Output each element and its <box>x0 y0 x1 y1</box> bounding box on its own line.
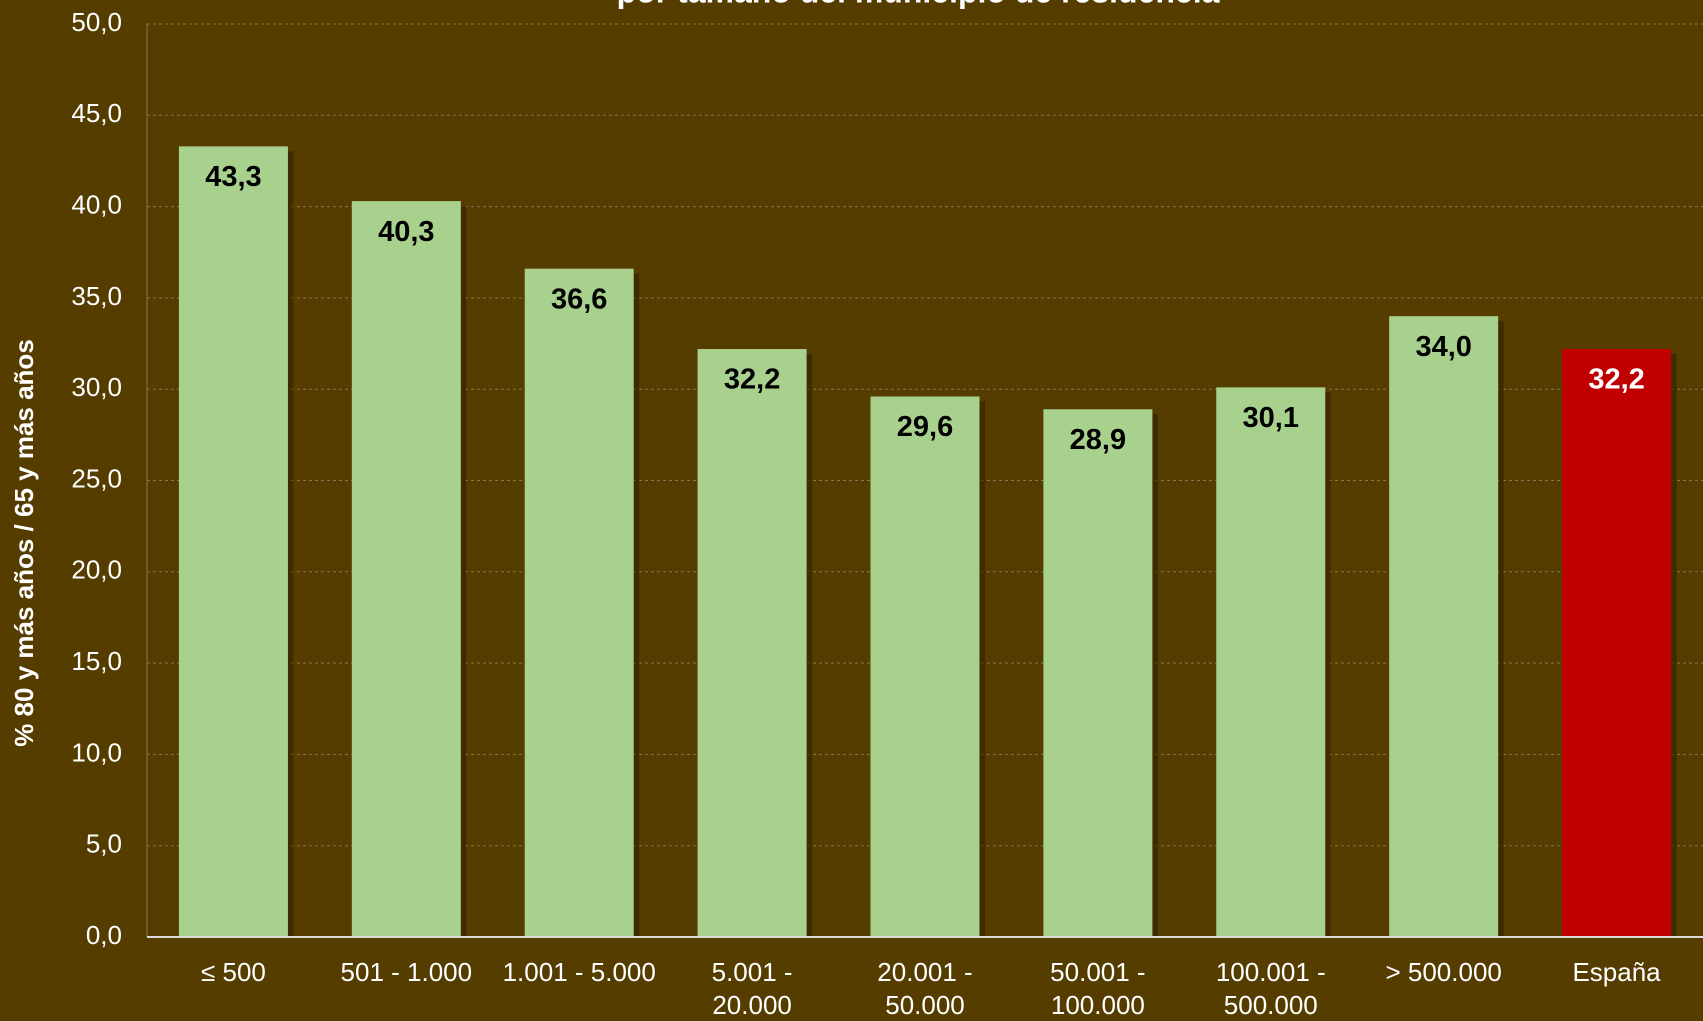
value-label: 43,3 <box>205 161 261 193</box>
y-tick-label: 10,0 <box>71 737 122 767</box>
y-tick-label: 25,0 <box>71 463 122 493</box>
x-tick-label: 20.001 -50.000 <box>877 957 972 1020</box>
bar <box>1389 316 1499 937</box>
value-label: 32,2 <box>724 364 780 396</box>
x-tick-label: España <box>1572 957 1661 987</box>
y-tick-label: 15,0 <box>71 646 122 676</box>
y-tick-label: 5,0 <box>86 829 122 859</box>
value-label: 29,6 <box>897 411 953 443</box>
x-tick-label: ≤ 500 <box>201 957 266 987</box>
y-tick-label: 35,0 <box>71 281 122 311</box>
bar <box>524 268 634 938</box>
y-tick-label: 40,0 <box>71 189 122 219</box>
x-tick-label: 50.001 -100.000 <box>1050 957 1145 1020</box>
value-label: 30,1 <box>1243 402 1299 434</box>
value-label: 40,3 <box>378 216 434 248</box>
value-label: 34,0 <box>1415 331 1471 363</box>
x-tick-label: 5.001 -20.000 <box>712 957 793 1020</box>
x-tick-label: 501 - 1.000 <box>341 957 473 987</box>
chart-title: por tamaño del municipio de residencia <box>617 0 1220 9</box>
y-tick-label: 20,0 <box>71 555 122 585</box>
x-tick-label: > 500.000 <box>1385 957 1501 987</box>
bar <box>178 146 288 938</box>
bar <box>1043 409 1153 937</box>
bar <box>697 349 807 937</box>
value-label: 32,2 <box>1588 364 1644 396</box>
y-tick-label: 50,0 <box>71 7 122 37</box>
value-label: 36,6 <box>551 283 607 315</box>
y-tick-label: 0,0 <box>86 920 122 950</box>
x-tick-label: 1.001 - 5.000 <box>503 957 656 987</box>
y-tick-label: 30,0 <box>71 372 122 402</box>
bar <box>870 396 980 937</box>
bar <box>351 201 461 937</box>
y-axis-title: % 80 y más años / 65 y más años <box>9 339 39 747</box>
value-label: 28,9 <box>1070 424 1126 456</box>
x-tick-label: 100.001 -500.000 <box>1216 957 1326 1020</box>
bar <box>1216 387 1326 937</box>
bar <box>1562 349 1672 937</box>
y-tick-label: 45,0 <box>71 98 122 128</box>
